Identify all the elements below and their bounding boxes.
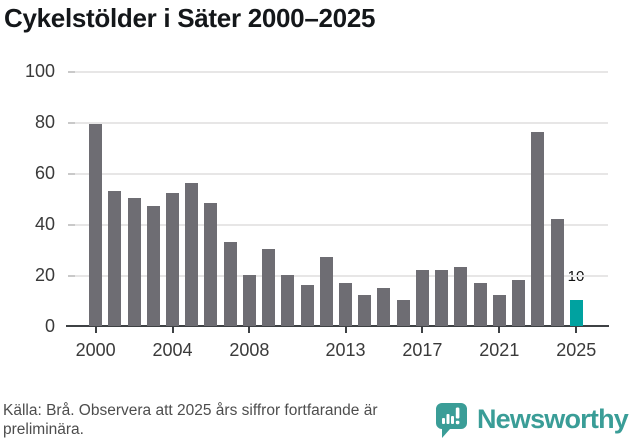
newsworthy-logo[interactable]: Newsworthy — [434, 401, 629, 438]
bar-2001 — [108, 191, 122, 326]
bar-2006 — [204, 203, 218, 326]
y-axis-label-20: 20 — [34, 264, 55, 285]
bar-2021 — [492, 295, 506, 326]
gridline-40 — [68, 223, 608, 226]
x-axis-label-2013: 2013 — [325, 340, 366, 360]
bar-2014 — [358, 295, 372, 326]
source-note: Källa: Brå. Observera att 2025 års siffr… — [3, 402, 378, 439]
y-axis-label-80: 80 — [34, 111, 55, 132]
bar-2013 — [339, 283, 353, 326]
gridline-80 — [68, 121, 608, 124]
bar-2018 — [435, 270, 449, 326]
x-tick-2000 — [94, 327, 97, 333]
x-tick-2004 — [171, 327, 174, 333]
bar-2004 — [166, 193, 179, 326]
x-tick-2013 — [344, 327, 347, 333]
bar-2010 — [281, 275, 295, 326]
x-axis-line — [66, 325, 609, 327]
bar-2019 — [454, 267, 468, 326]
bar-2023 — [531, 132, 545, 326]
bar-2007 — [223, 242, 237, 326]
bar-2000 — [89, 124, 103, 326]
y-axis-label-60: 60 — [34, 162, 55, 183]
bar-2008 — [242, 275, 256, 326]
gridline-20 — [68, 274, 608, 277]
x-tick-2008 — [248, 327, 251, 333]
bar-2017 — [415, 270, 429, 326]
x-axis-label-2004: 2004 — [152, 340, 193, 360]
bar-2011 — [300, 285, 314, 326]
y-axis-label-40: 40 — [34, 213, 55, 234]
newsworthy-logo-icon — [435, 403, 467, 438]
x-axis-label-2000: 2000 — [75, 340, 116, 360]
bar-2009 — [262, 249, 276, 326]
x-tick-2021 — [498, 327, 501, 333]
bar-2022 — [512, 280, 526, 326]
bar-2012 — [319, 257, 333, 326]
x-axis-label-2025: 2025 — [556, 340, 597, 360]
bar-2025 — [569, 300, 583, 326]
bar-2015 — [377, 288, 391, 326]
bar-2003 — [146, 206, 160, 326]
x-tick-2017 — [421, 327, 424, 333]
x-axis-label-2017: 2017 — [402, 340, 443, 360]
bar-2020 — [473, 283, 487, 326]
bar-2005 — [185, 183, 199, 326]
gridline-100 — [68, 70, 608, 73]
chart-title: Cykelstölder i Säter 2000–2025 — [4, 3, 376, 33]
bar-2016 — [396, 300, 410, 326]
y-axis-label-100: 100 — [24, 60, 55, 81]
bar-2024 — [550, 219, 564, 326]
x-tick-2025 — [575, 327, 578, 333]
newsworthy-logo-text: Newsworthy — [476, 404, 629, 434]
y-axis-label-0: 0 — [44, 316, 55, 336]
bar-2002 — [127, 198, 141, 326]
x-axis-label-2021: 2021 — [479, 340, 520, 360]
x-axis-label-2008: 2008 — [229, 340, 270, 360]
gridline-60 — [68, 172, 608, 175]
